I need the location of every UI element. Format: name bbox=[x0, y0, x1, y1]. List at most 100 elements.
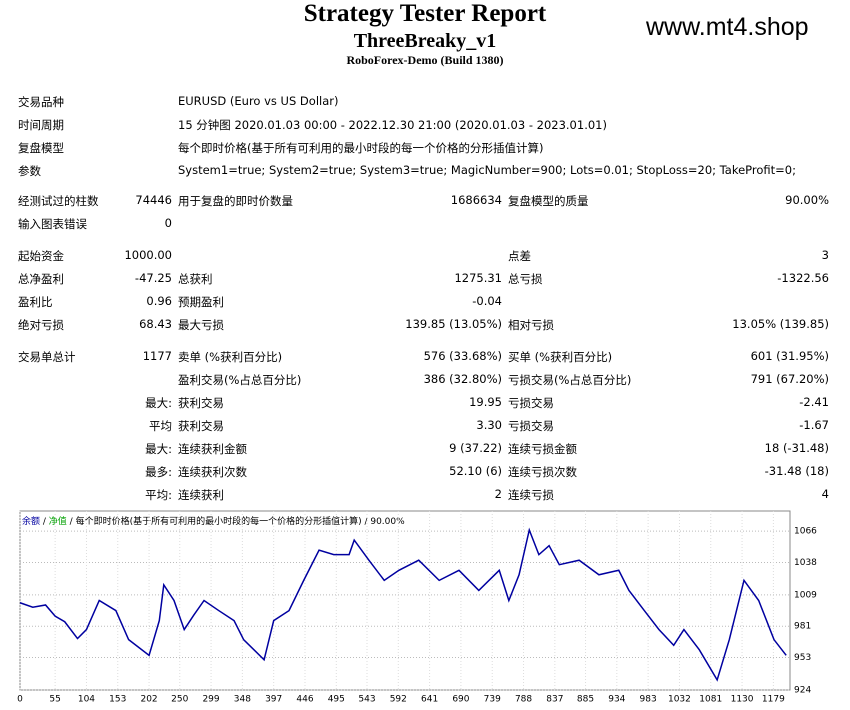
cell: 亏损交易(%占总百分比) bbox=[508, 373, 632, 387]
cell-value: 2 bbox=[494, 487, 502, 501]
x-tick-label: 495 bbox=[328, 695, 345, 705]
title: Strategy Tester Report bbox=[303, 0, 547, 27]
cell: 盈利比 bbox=[18, 295, 53, 309]
cell-value: 1177 bbox=[142, 349, 172, 363]
row-text: 15 分钟图 2020.01.03 00:00 - 2022.12.30 21:… bbox=[178, 118, 607, 132]
cell-value: 74446 bbox=[135, 193, 172, 207]
cell-value: 最多: bbox=[145, 465, 172, 479]
quality: 90.00% bbox=[370, 517, 405, 527]
cell: 买单 (%获利百分比) bbox=[508, 350, 613, 364]
cell-value: 最大: bbox=[145, 396, 172, 410]
y-tick-label: 1038 bbox=[794, 558, 817, 568]
x-tick-label: 1130 bbox=[731, 695, 754, 705]
x-tick-label: 690 bbox=[452, 695, 469, 705]
cell: 相对亏损 bbox=[508, 318, 554, 332]
cell-value: 最大: bbox=[145, 442, 172, 456]
x-tick-label: 837 bbox=[546, 695, 563, 705]
cell-value: 68.43 bbox=[139, 317, 172, 331]
cell: 亏损交易 bbox=[508, 419, 554, 433]
cell-value: 3 bbox=[821, 248, 829, 262]
y-tick-label: 1009 bbox=[794, 590, 817, 600]
cell-value: -0.04 bbox=[472, 294, 502, 308]
cell-value: 139.85 (13.05%) bbox=[405, 317, 502, 331]
x-tick-label: 885 bbox=[577, 695, 594, 705]
cell: 连续获利次数 bbox=[178, 465, 247, 479]
cell-value: 576 (33.68%) bbox=[423, 349, 502, 363]
cell: 总获利 bbox=[178, 272, 213, 286]
cell-value: 平均 bbox=[149, 419, 172, 433]
cell-value: 4 bbox=[821, 487, 829, 501]
cell: 绝对亏损 bbox=[18, 318, 64, 332]
cell: 最大亏损 bbox=[178, 318, 224, 332]
x-tick-label: 397 bbox=[265, 695, 282, 705]
x-tick-label: 1081 bbox=[699, 695, 722, 705]
x-tick-label: 202 bbox=[140, 695, 157, 705]
row-label: 交易品种 bbox=[18, 95, 64, 109]
cell-value: 1275.31 bbox=[454, 271, 502, 285]
cell: 连续获利金额 bbox=[178, 442, 247, 456]
row-text: EURUSD (Euro vs US Dollar) bbox=[178, 94, 339, 108]
cell-value: 1686634 bbox=[450, 193, 502, 207]
build: RoboForex-Demo (Build 1380) bbox=[346, 53, 504, 67]
y-tick-label: 924 bbox=[794, 686, 811, 696]
x-tick-label: 983 bbox=[640, 695, 657, 705]
cell: 连续亏损 bbox=[508, 488, 554, 502]
cell-value: 601 (31.95%) bbox=[750, 349, 829, 363]
cell-value: 3.30 bbox=[476, 418, 502, 432]
legend-net: 净值 bbox=[48, 517, 67, 527]
cell: 总亏损 bbox=[508, 272, 543, 286]
cell-value: 19.95 bbox=[469, 395, 502, 409]
x-tick-label: 0 bbox=[17, 695, 23, 705]
cell-value: 90.00% bbox=[785, 193, 829, 207]
model: 每个即时价格(基于所有可利用的最小时段的每一个价格的分形插值计算) bbox=[75, 517, 362, 527]
x-tick-label: 446 bbox=[296, 695, 313, 705]
cell-value: -2.41 bbox=[799, 395, 829, 409]
row-label: 时间周期 bbox=[18, 118, 64, 132]
x-tick-label: 543 bbox=[358, 695, 375, 705]
x-tick-label: 104 bbox=[78, 695, 95, 705]
plot-frame bbox=[19, 510, 791, 691]
x-tick-label: 934 bbox=[608, 695, 625, 705]
x-tick-label: 592 bbox=[390, 695, 407, 705]
x-tick-label: 55 bbox=[49, 695, 60, 705]
cell-value: 791 (67.20%) bbox=[750, 372, 829, 386]
cell-value: -47.25 bbox=[134, 271, 172, 285]
cell: 连续亏损次数 bbox=[508, 465, 577, 479]
chart-header: 余额 / 净值 / 每个即时价格(基于所有可利用的最小时段的每一个价格的分形插值… bbox=[22, 517, 405, 527]
row-label: 复盘模型 bbox=[18, 141, 64, 155]
x-tick-label: 641 bbox=[421, 695, 438, 705]
cell: 获利交易 bbox=[178, 396, 224, 410]
x-tick-label: 1179 bbox=[762, 695, 785, 705]
cell: 预期盈利 bbox=[178, 295, 224, 309]
x-tick-label: 739 bbox=[484, 695, 501, 705]
x-tick-label: 1032 bbox=[668, 695, 691, 705]
cell: 经测试过的柱数 bbox=[18, 194, 99, 208]
cell: 获利交易 bbox=[178, 419, 224, 433]
cell-value: 386 (32.80%) bbox=[423, 372, 502, 386]
x-tick-label: 153 bbox=[109, 695, 126, 705]
cell-value: 18 (-31.48) bbox=[764, 441, 829, 455]
subtitle: ThreeBreaky_v1 bbox=[353, 30, 497, 52]
x-tick-label: 299 bbox=[202, 695, 219, 705]
cell-value: 13.05% (139.85) bbox=[732, 317, 829, 331]
watermark: www.mt4.shop bbox=[646, 13, 809, 41]
cell: 连续获利 bbox=[178, 488, 224, 502]
row-text: 每个即时价格(基于所有可利用的最小时段的每一个价格的分形插值计算) bbox=[178, 141, 544, 155]
x-tick-label: 788 bbox=[515, 695, 532, 705]
cell: 交易单总计 bbox=[18, 350, 76, 364]
cell-value: 52.10 (6) bbox=[449, 464, 502, 478]
cell: 复盘模型的质量 bbox=[508, 194, 589, 208]
y-tick-label: 953 bbox=[794, 653, 811, 663]
cell: 起始资金 bbox=[18, 249, 64, 263]
y-tick-label: 981 bbox=[794, 622, 811, 632]
cell: 用于复盘的即时价数量 bbox=[178, 194, 293, 208]
x-tick-label: 348 bbox=[234, 695, 251, 705]
cell: 盈利交易(%占总百分比) bbox=[178, 373, 302, 387]
cell: 亏损交易 bbox=[508, 396, 554, 410]
legend-balance: 余额 bbox=[22, 517, 41, 527]
cell: 连续亏损金额 bbox=[508, 442, 577, 456]
cell-value: 0 bbox=[164, 216, 172, 230]
cell-value: -31.48 (18) bbox=[764, 464, 829, 478]
